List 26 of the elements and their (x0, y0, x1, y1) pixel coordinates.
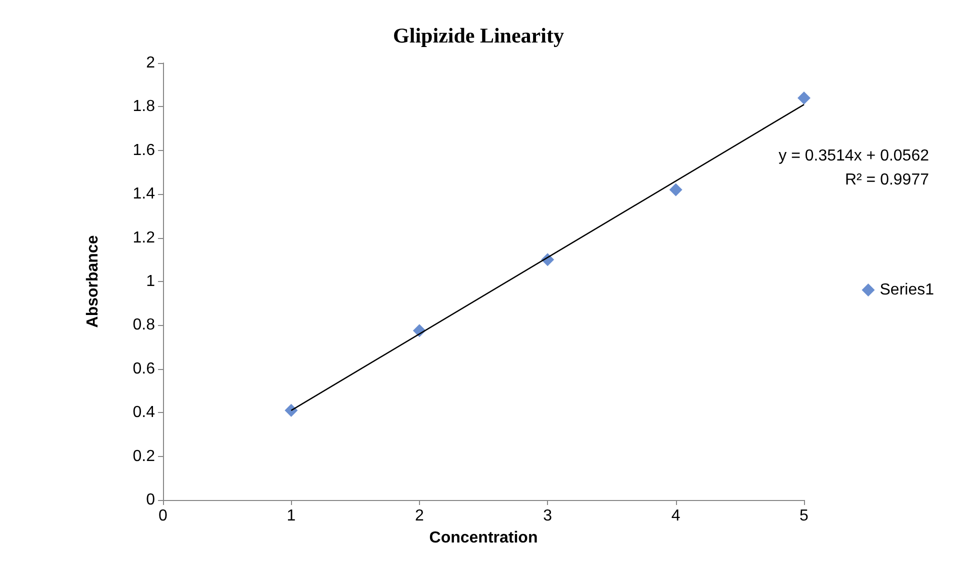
y-tick-label: 0.4 (132, 404, 156, 422)
y-tick-label: 0.8 (132, 316, 156, 334)
x-tick-label: 0 (158, 508, 168, 524)
y-tick-label: 1 (146, 273, 156, 290)
y-tick-label: 1.8 (132, 98, 156, 116)
annotation: y = 0.3514x + 0.0562 (778, 148, 930, 164)
y-tick-label: 1.4 (132, 186, 156, 203)
x-tick-label: 1 (286, 508, 296, 524)
x-tick-label: 3 (543, 508, 552, 524)
y-tick-label: 0.2 (132, 448, 156, 465)
point (284, 404, 298, 417)
x-tick-label: 2 (414, 508, 424, 524)
x-tick-label: 4 (671, 508, 680, 524)
y-tick-label: 1.6 (132, 142, 156, 159)
x-tick-label: 5 (800, 508, 809, 524)
legend-label: Series1 (880, 282, 934, 298)
y-tick-label: 0 (146, 492, 156, 508)
y-tick-label: 2 (146, 54, 156, 72)
y-tick-label: 1.2 (132, 229, 156, 246)
y-tick-label: 0.6 (132, 360, 156, 378)
text: R² = 0.9977 (844, 172, 930, 188)
y-axis-title: Absorbance (84, 235, 102, 328)
chart-title: Glipizide Linearity (393, 24, 564, 48)
point (669, 183, 682, 196)
x-axis-title: Concentration (429, 530, 538, 546)
point (798, 91, 810, 104)
